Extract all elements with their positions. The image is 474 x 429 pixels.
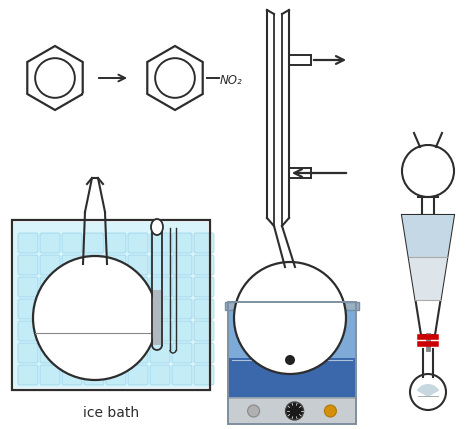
FancyBboxPatch shape xyxy=(128,365,148,385)
Wedge shape xyxy=(417,384,439,397)
Bar xyxy=(12,220,210,390)
Circle shape xyxy=(33,256,157,380)
Circle shape xyxy=(285,402,303,420)
FancyBboxPatch shape xyxy=(106,321,126,341)
FancyBboxPatch shape xyxy=(40,255,60,275)
Bar xyxy=(228,302,356,424)
Polygon shape xyxy=(402,215,454,257)
FancyBboxPatch shape xyxy=(84,343,104,363)
FancyBboxPatch shape xyxy=(18,277,38,297)
FancyBboxPatch shape xyxy=(84,255,104,275)
Circle shape xyxy=(234,262,346,374)
Polygon shape xyxy=(409,257,447,300)
FancyBboxPatch shape xyxy=(172,321,192,341)
Text: ice bath: ice bath xyxy=(83,406,139,420)
FancyBboxPatch shape xyxy=(106,365,126,385)
FancyBboxPatch shape xyxy=(128,255,148,275)
Ellipse shape xyxy=(151,219,163,235)
Circle shape xyxy=(285,355,295,365)
Circle shape xyxy=(302,335,308,341)
FancyBboxPatch shape xyxy=(194,343,214,363)
FancyBboxPatch shape xyxy=(62,255,82,275)
Bar xyxy=(153,290,161,345)
FancyBboxPatch shape xyxy=(194,233,214,253)
FancyBboxPatch shape xyxy=(18,365,38,385)
FancyBboxPatch shape xyxy=(194,365,214,385)
FancyBboxPatch shape xyxy=(106,255,126,275)
FancyBboxPatch shape xyxy=(172,343,192,363)
FancyBboxPatch shape xyxy=(172,255,192,275)
FancyBboxPatch shape xyxy=(194,321,214,341)
FancyBboxPatch shape xyxy=(128,233,148,253)
Text: NO₂: NO₂ xyxy=(220,75,243,88)
FancyBboxPatch shape xyxy=(150,255,170,275)
FancyBboxPatch shape xyxy=(62,321,82,341)
Circle shape xyxy=(316,347,320,353)
FancyBboxPatch shape xyxy=(62,299,82,319)
FancyBboxPatch shape xyxy=(40,365,60,385)
FancyBboxPatch shape xyxy=(40,321,60,341)
FancyBboxPatch shape xyxy=(150,321,170,341)
FancyBboxPatch shape xyxy=(62,365,82,385)
Bar xyxy=(228,308,356,357)
Bar xyxy=(228,357,356,398)
FancyBboxPatch shape xyxy=(172,365,192,385)
FancyBboxPatch shape xyxy=(128,343,148,363)
Bar xyxy=(228,398,356,424)
FancyBboxPatch shape xyxy=(128,277,148,297)
FancyBboxPatch shape xyxy=(84,277,104,297)
Circle shape xyxy=(410,374,446,410)
FancyBboxPatch shape xyxy=(84,365,104,385)
FancyBboxPatch shape xyxy=(106,277,126,297)
FancyBboxPatch shape xyxy=(62,233,82,253)
FancyBboxPatch shape xyxy=(18,233,38,253)
FancyBboxPatch shape xyxy=(194,277,214,297)
FancyBboxPatch shape xyxy=(18,255,38,275)
Bar xyxy=(14,222,208,388)
Circle shape xyxy=(285,345,291,350)
FancyBboxPatch shape xyxy=(172,233,192,253)
FancyBboxPatch shape xyxy=(84,233,104,253)
FancyBboxPatch shape xyxy=(62,343,82,363)
FancyBboxPatch shape xyxy=(18,321,38,341)
FancyBboxPatch shape xyxy=(62,277,82,297)
Circle shape xyxy=(329,332,335,338)
FancyBboxPatch shape xyxy=(150,233,170,253)
FancyBboxPatch shape xyxy=(150,343,170,363)
FancyBboxPatch shape xyxy=(40,299,60,319)
Circle shape xyxy=(402,145,454,197)
FancyBboxPatch shape xyxy=(106,343,126,363)
Bar xyxy=(225,302,359,310)
Polygon shape xyxy=(402,215,454,335)
FancyBboxPatch shape xyxy=(150,277,170,297)
Circle shape xyxy=(324,405,337,417)
FancyBboxPatch shape xyxy=(128,299,148,319)
Circle shape xyxy=(247,405,260,417)
FancyBboxPatch shape xyxy=(40,277,60,297)
FancyBboxPatch shape xyxy=(194,299,214,319)
Circle shape xyxy=(270,332,274,338)
Circle shape xyxy=(255,342,261,347)
FancyBboxPatch shape xyxy=(18,299,38,319)
FancyBboxPatch shape xyxy=(172,277,192,297)
FancyBboxPatch shape xyxy=(194,255,214,275)
FancyBboxPatch shape xyxy=(40,233,60,253)
FancyBboxPatch shape xyxy=(18,343,38,363)
FancyBboxPatch shape xyxy=(150,299,170,319)
FancyBboxPatch shape xyxy=(172,299,192,319)
FancyBboxPatch shape xyxy=(128,321,148,341)
Circle shape xyxy=(243,327,247,332)
FancyBboxPatch shape xyxy=(106,233,126,253)
FancyBboxPatch shape xyxy=(84,299,104,319)
FancyBboxPatch shape xyxy=(150,365,170,385)
FancyBboxPatch shape xyxy=(84,321,104,341)
FancyBboxPatch shape xyxy=(40,343,60,363)
FancyBboxPatch shape xyxy=(106,299,126,319)
